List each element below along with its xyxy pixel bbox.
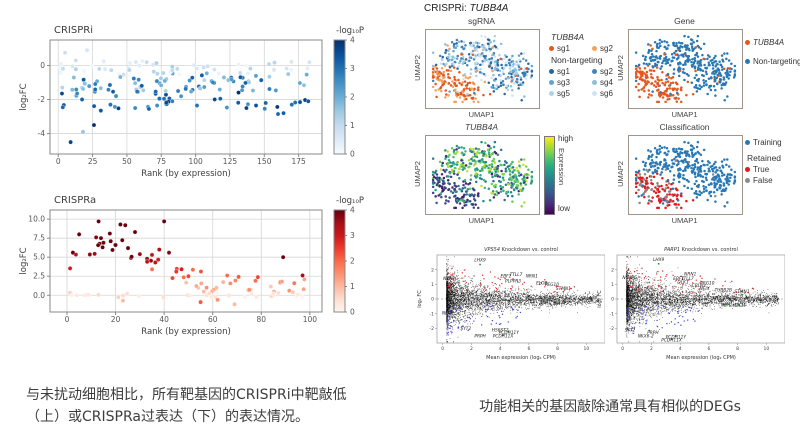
sgrna-legend: TUBB4A sg1 sg2 Non-targeting sg1 sg2 sg3 sg4 sg5… — [549, 30, 627, 98]
legend-swatch — [592, 69, 597, 74]
expression-colorbar-high-label: high — [558, 134, 574, 143]
legend-swatch — [745, 167, 750, 172]
legend-item-false: False — [745, 176, 782, 185]
classification-legend: Training Retained True False — [745, 138, 782, 185]
legend-label: False — [753, 176, 773, 185]
umap-title-gene: Gene — [674, 16, 695, 26]
legend-item-true: True — [745, 165, 782, 174]
legend-swatch — [549, 69, 554, 74]
legend-item-sg2: sg2 — [592, 67, 627, 76]
legend-item-tubb4a: TUBB4A — [745, 38, 800, 47]
legend-label: TUBB4A — [753, 38, 785, 47]
legend-label: sg1 — [557, 67, 570, 76]
legend-label: sg6 — [600, 89, 613, 98]
gene-umap-ylabel: UMAP2 — [616, 55, 625, 81]
legend-item-sg2: sg2 — [592, 44, 627, 53]
legend-swatch — [745, 140, 750, 145]
legend-label: sg2 — [600, 44, 613, 53]
legend-item-sg6: sg6 — [592, 89, 627, 98]
legend-label: sg2 — [600, 67, 613, 76]
legend-swatch — [745, 59, 750, 64]
legend-swatch — [592, 80, 597, 85]
legend-label: sg4 — [600, 78, 613, 87]
legend-label: True — [753, 165, 770, 174]
expression-umap-ylabel: UMAP2 — [413, 161, 422, 187]
legend-label: sg1 — [557, 44, 570, 53]
expression-colorbar-low-label: low — [558, 204, 571, 213]
expression-colorbar: high low Expression — [544, 134, 573, 215]
right-panel-title: CRISPRi: TUBB4A — [424, 3, 508, 14]
umap-title-expression: TUBB4A — [464, 122, 499, 132]
gene-umap-scatter — [628, 29, 743, 109]
legend-group-title: TUBB4A — [551, 32, 585, 42]
sgrna-umap-xlabel: UMAP1 — [468, 110, 495, 119]
legend-swatch — [549, 91, 554, 96]
legend-label: sg5 — [557, 89, 570, 98]
legend-group-title: Non-targeting — [551, 55, 603, 65]
legend-label: Non-targeting — [753, 57, 800, 66]
legend-item-training: Training — [745, 138, 782, 147]
sgrna-umap-ylabel: UMAP2 — [413, 55, 422, 81]
gene-umap-xlabel: UMAP1 — [671, 110, 698, 119]
legend-item-sg1: sg1 — [549, 44, 584, 53]
vps54-ma-plot — [415, 243, 605, 365]
expression-colorbar-label: Expression — [557, 148, 566, 186]
legend-swatch — [592, 91, 597, 96]
expression-umap-scatter — [425, 135, 540, 215]
legend-swatch — [549, 80, 554, 85]
classification-umap-ylabel: UMAP2 — [616, 161, 625, 187]
legend-group-title: Retained — [747, 153, 782, 163]
crispra-rank-scatter-chart — [18, 186, 366, 340]
parp1-ma-plot — [595, 243, 785, 365]
right-panel-title-prefix: CRISPRi: — [424, 3, 470, 14]
legend-label: Training — [753, 138, 782, 147]
legend-swatch — [745, 178, 750, 183]
expression-umap-xlabel: UMAP1 — [468, 216, 495, 225]
legend-item-non-targeting: Non-targeting — [745, 57, 800, 66]
legend-swatch — [745, 40, 750, 45]
expression-colorbar-gradient — [544, 136, 555, 215]
gene-legend: TUBB4A Non-targeting — [745, 38, 800, 66]
right-panel-title-gene: TUBB4A — [469, 3, 509, 14]
legend-item-sg3: sg3 — [549, 78, 584, 87]
legend-swatch — [592, 46, 597, 51]
legend-label: sg3 — [557, 78, 570, 87]
umap-title-classification: Classification — [659, 122, 710, 132]
legend-item-sg5: sg5 — [549, 89, 584, 98]
sgrna-umap-scatter — [425, 29, 540, 109]
legend-item-sg4: sg4 — [592, 78, 627, 87]
right-figure-caption: 功能相关的基因敲除通常具有相似的DEGs — [479, 399, 741, 415]
umap-title-sgrna: sgRNA — [468, 16, 495, 26]
classification-umap-xlabel: UMAP1 — [671, 216, 698, 225]
classification-umap-scatter — [628, 135, 743, 215]
legend-item-sg1: sg1 — [549, 67, 584, 76]
left-figure-caption: 与未扰动细胞相比，所有靶基因的CRISPRi中靶敲低（上）或CRISPRa过表达… — [26, 387, 347, 425]
crispri-rank-scatter-chart — [18, 12, 366, 184]
legend-swatch — [549, 46, 554, 51]
